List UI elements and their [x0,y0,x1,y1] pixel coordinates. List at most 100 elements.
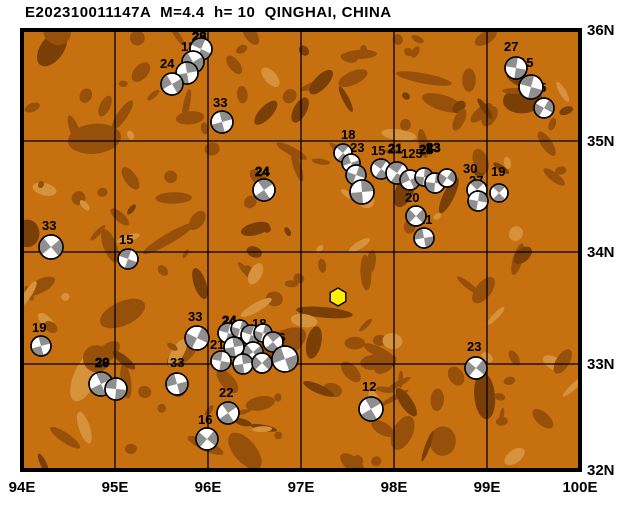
terrain-patch [124,443,137,454]
terrain-patch [341,361,361,383]
beachball-quadrant [115,389,127,400]
focal-mechanism-symbol [489,183,509,203]
terrain-patch [559,106,574,116]
map-frame [20,28,582,472]
terrain-patch [94,341,120,365]
terrain-patch [472,148,489,174]
terrain-patch [403,47,414,57]
beachball-quadrant [372,159,387,169]
beachball-outline [464,356,488,380]
focal-mechanisms [30,37,555,451]
terrain-patch [374,355,397,374]
beachball-quadrant [193,56,204,72]
beachball-quadrant [196,431,207,448]
terrain-patch [50,426,81,449]
terrain-patch [433,212,441,220]
beachball-quadrant [211,351,223,361]
terrain-patch [360,45,368,56]
terrain-patch [100,298,146,329]
lon-tick-label: 94E [9,479,36,496]
lat-tick-label: 32N [587,462,615,479]
terrain-patch [384,148,400,154]
beachball-quadrant [336,144,349,153]
beachball-quadrant [478,191,488,203]
event-day-label: 33 [42,218,56,233]
beachball-quadrant [221,402,238,413]
terrain-patch [101,229,119,263]
focal-mechanism-symbol [160,72,184,96]
beachball-outline [104,377,128,401]
event-day-label: 12 [362,379,376,394]
terrain-patch [562,373,580,397]
event-day-label: 23 [426,140,440,155]
beachball-quadrant [39,237,51,255]
beachball-outline [117,248,139,270]
terrain-patch [366,250,376,274]
focal-mechanism-symbol [117,248,139,270]
beachball-quadrant [425,182,435,193]
event-day-label: 19 [32,320,46,335]
event-day-label: 24 [160,56,175,71]
terrain-patch [462,68,476,92]
terrain-patch [79,200,90,211]
beachball-outline [252,178,276,202]
beachball-quadrant [224,347,236,357]
terrain-patch [129,30,145,46]
terrain-patch [274,431,283,440]
beachball-quadrant [233,364,245,374]
focal-mechanism-symbol [518,74,544,100]
terrain-patch [291,151,304,182]
beachball-quadrant [172,78,183,94]
terrain-patch [147,89,160,101]
focal-mechanism-symbol [216,401,240,425]
event-day-label: 125 [401,146,423,161]
beachball-quadrant [476,359,487,376]
focal-mechanism-symbol [232,353,254,375]
beachball-outline [349,179,375,205]
terrain-patch [318,258,327,273]
lon-tick-label: 96E [195,479,222,496]
terrain-patch [175,111,205,125]
terrain-patch [127,204,136,215]
terrain-patch [116,233,140,244]
beachball-quadrant [360,409,377,421]
terrain-patch [37,180,45,189]
beachball-quadrant [468,199,478,211]
event-day-label: 19 [491,164,505,179]
terrain-patch [247,263,264,285]
focal-mechanism-symbol [251,352,273,374]
terrain-patch [24,102,40,113]
event-day-label: 21 [388,141,402,156]
terrain-patch [157,403,166,413]
terrain-patch [142,222,196,255]
terrain-patch [284,227,292,237]
beachball-quadrant [387,162,404,173]
terrain-patch [274,393,282,402]
terrain-patch [296,306,353,319]
terrain [22,30,580,470]
terrain-patch [477,98,493,119]
beachball-outline [30,335,52,357]
lat-tick-label: 36N [587,22,615,39]
event-day-label: 18 [341,127,355,142]
beachball-outline [210,350,232,372]
terrain-patch [228,432,262,470]
beachball-outline [216,401,240,425]
beachball-quadrant [105,378,117,389]
terrain-patch [537,131,556,156]
terrain-patch [392,34,403,45]
terrain-patch [44,321,58,334]
beachball-quadrant [262,355,272,371]
beachball-quadrant [350,192,364,204]
beachball-quadrant [492,193,506,202]
terrain-patch [265,291,283,307]
terrain-patch [548,117,557,131]
terrain-patch [98,95,112,117]
terrain-patch [371,420,395,437]
focal-mechanism-symbol [405,205,427,227]
lat-tick-label: 35N [587,133,615,150]
terrain-patch [240,297,272,318]
terrain-patch [543,168,565,186]
event-day-label: 33 [170,355,184,370]
